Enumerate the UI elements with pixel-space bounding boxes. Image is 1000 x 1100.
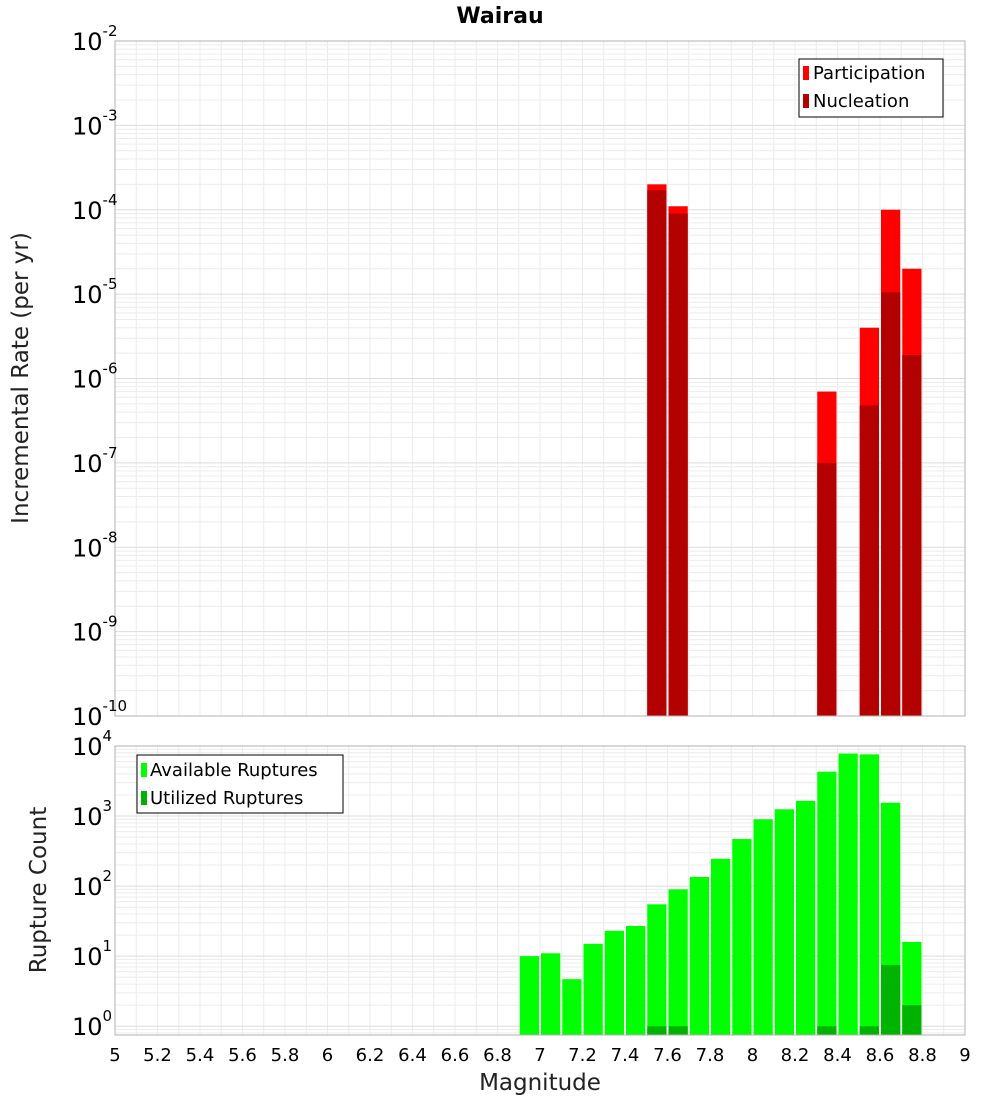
y-tick-label: 10-7 [72, 444, 118, 478]
x-tick-label: 7.8 [696, 1045, 725, 1066]
bar-utilized-ruptures [647, 1026, 667, 1035]
bar-available-ruptures [817, 771, 837, 1035]
bar-available-ruptures [604, 930, 624, 1035]
x-tick-label: 8.4 [823, 1045, 852, 1066]
bar-nucleation [647, 190, 667, 716]
bar-available-ruptures [583, 943, 603, 1035]
x-tick-label: 6.2 [356, 1045, 385, 1066]
y-tick-label: 104 [72, 727, 112, 761]
legend-swatch-available [141, 763, 147, 777]
legend-swatch-participation [803, 66, 809, 80]
bottom-legend-box [136, 754, 344, 814]
bar-utilized-ruptures [668, 1026, 688, 1035]
legend-swatch-nucleation [803, 94, 809, 108]
bar-available-ruptures [774, 809, 794, 1035]
x-tick-label: 8.6 [866, 1045, 895, 1066]
y-tick-label: 10-3 [72, 106, 118, 140]
chart-title: Wairau [456, 4, 543, 29]
y-tick-label: 10-2 [72, 22, 118, 56]
legend-label-available: Available Ruptures [150, 760, 318, 781]
y-tick-label: 102 [72, 867, 112, 901]
x-tick-label: 9 [959, 1045, 970, 1066]
top-y-tick-labels: 10-2 10-3 10-4 10-5 10-6 10-7 10-8 10-9 10-10 [72, 22, 127, 731]
x-tick-label: 6.8 [483, 1045, 512, 1066]
x-tick-label: 8.8 [908, 1045, 937, 1066]
bottom-y-axis-label: Rupture Count [26, 807, 52, 973]
y-tick-label: 100 [72, 1007, 112, 1041]
bar-available-ruptures [626, 925, 646, 1035]
legend-label-utilized: Utilized Ruptures [150, 788, 303, 809]
top-plot-frame [114, 40, 966, 717]
bar-nucleation [668, 213, 688, 717]
legend-swatch-utilized [141, 791, 147, 805]
bottom-y-tick-labels: 104 103 102 101 100 [72, 727, 112, 1041]
bar-utilized-ruptures [881, 964, 901, 1035]
x-tick-label: 5.2 [143, 1045, 172, 1066]
x-tick-label: 8.2 [781, 1045, 810, 1066]
x-tick-label: 5.4 [186, 1045, 215, 1066]
bar-utilized-ruptures [902, 1005, 922, 1035]
bar-available-ruptures [859, 754, 879, 1035]
bar-nucleation [817, 462, 837, 716]
bar-available-ruptures [519, 956, 539, 1035]
bar-available-ruptures [753, 819, 773, 1035]
top-legend-box [798, 58, 944, 118]
bottom-plot-frame [114, 745, 966, 1036]
bar-available-ruptures [796, 800, 816, 1035]
x-tick-label: 5.6 [228, 1045, 257, 1066]
y-tick-label: 10-5 [72, 275, 118, 309]
bottom-grid [115, 745, 965, 1035]
top-legend: Participation Nucleation [798, 58, 944, 118]
y-tick-label: 10-10 [72, 697, 127, 731]
x-tick-label: 6.6 [441, 1045, 470, 1066]
y-tick-label: 103 [72, 797, 112, 831]
top-y-axis-label: Incremental Rate (per yr) [8, 232, 34, 524]
bar-available-ruptures [732, 839, 752, 1035]
x-tick-label: 8 [747, 1045, 758, 1066]
bar-available-ruptures [562, 979, 582, 1035]
legend-label-participation: Participation [813, 63, 925, 84]
x-tick-label: 6 [322, 1045, 333, 1066]
bar-available-ruptures [668, 889, 688, 1035]
x-tick-label: 5 [109, 1045, 120, 1066]
legend-label-nucleation: Nucleation [813, 91, 909, 112]
y-tick-label: 10-8 [72, 528, 118, 562]
y-tick-label: 10-4 [72, 191, 118, 225]
y-tick-label: 10-6 [72, 360, 118, 394]
bar-available-ruptures [541, 953, 561, 1035]
y-tick-label: 101 [72, 937, 112, 971]
bar-nucleation [881, 292, 901, 716]
top-panel: 10-2 10-3 10-4 10-5 10-6 10-7 10-8 10-9 10-10 In… [8, 22, 966, 731]
x-tick-label: 7.4 [611, 1045, 640, 1066]
bar-available-ruptures [689, 876, 709, 1035]
x-tick-labels: 5 5.2 5.4 5.6 5.8 6 6.2 6.4 6.6 6.8 7 7.2 7.4 7.6 7.8 8… [109, 1045, 970, 1066]
x-tick-label: 7.2 [568, 1045, 597, 1066]
top-grid [115, 40, 965, 717]
x-tick-label: 7 [534, 1045, 545, 1066]
top-bars [647, 184, 922, 717]
bar-available-ruptures [647, 904, 667, 1035]
bar-utilized-ruptures [859, 1026, 879, 1035]
bar-available-ruptures [711, 858, 731, 1035]
x-tick-label: 6.4 [398, 1045, 427, 1066]
bar-available-ruptures [838, 753, 858, 1035]
x-tick-label: 5.8 [271, 1045, 300, 1066]
bottom-panel: 104 103 102 101 100 5 5.2 5.4 5.6 5.8 6 6.2 6.4 6.6 6… [26, 727, 971, 1096]
bar-utilized-ruptures [817, 1026, 837, 1035]
bar-nucleation [859, 405, 879, 716]
bar-nucleation [902, 354, 922, 716]
bottom-legend: Available Ruptures Utilized Ruptures [136, 754, 344, 814]
bottom-bars [519, 753, 922, 1035]
x-axis-label: Magnitude [479, 1070, 601, 1096]
x-tick-label: 7.6 [653, 1045, 682, 1066]
y-tick-label: 10-9 [72, 613, 118, 647]
